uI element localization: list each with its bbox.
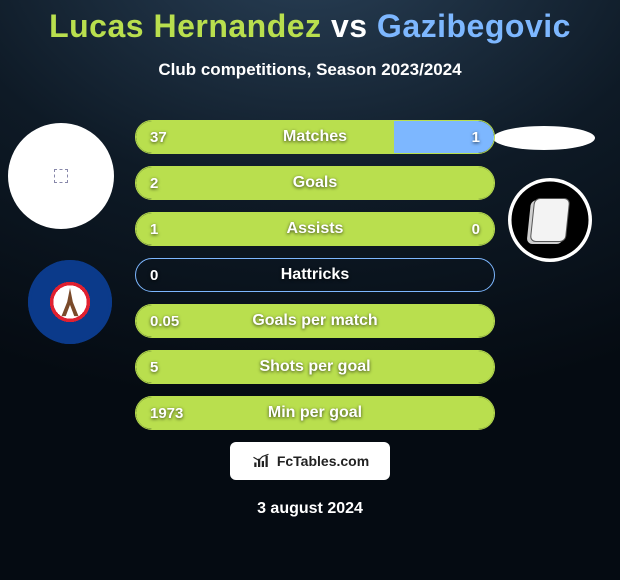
stat-label: Hattricks <box>136 259 494 291</box>
title-vs: vs <box>331 8 368 44</box>
eiffel-icon <box>53 285 87 319</box>
stat-row: 371Matches <box>135 120 495 154</box>
date-text: 3 august 2024 <box>0 500 620 518</box>
title-player-left: Lucas Hernandez <box>49 8 321 44</box>
stat-row: 10Assists <box>135 212 495 246</box>
stat-label: Shots per goal <box>136 351 494 383</box>
stat-row: 2Goals <box>135 166 495 200</box>
stat-row: 0Hattricks <box>135 258 495 292</box>
player-avatar-right <box>493 126 595 150</box>
subtitle: Club competitions, Season 2023/2024 <box>0 60 620 80</box>
club-badge-right <box>508 178 592 262</box>
stat-label: Goals <box>136 167 494 199</box>
title-player-right: Gazibegovic <box>377 8 571 44</box>
stat-label: Matches <box>136 121 494 153</box>
stat-row: 5Shots per goal <box>135 350 495 384</box>
club-badge-left <box>28 260 112 344</box>
stat-row: 0.05Goals per match <box>135 304 495 338</box>
branding-text: FcTables.com <box>277 453 369 469</box>
page-title: Lucas Hernandez vs Gazibegovic <box>0 8 620 45</box>
stat-label: Min per goal <box>136 397 494 429</box>
club-badge-right-inner <box>530 198 571 242</box>
stat-label: Assists <box>136 213 494 245</box>
stat-label: Goals per match <box>136 305 494 337</box>
branding-badge: FcTables.com <box>230 442 390 480</box>
stat-row: 1973Min per goal <box>135 396 495 430</box>
stats-panel: 371Matches 2Goals 10Assists 0Hattricks 0.05G… <box>135 120 495 442</box>
chart-icon <box>251 452 271 470</box>
player-avatar-left <box>8 123 114 229</box>
